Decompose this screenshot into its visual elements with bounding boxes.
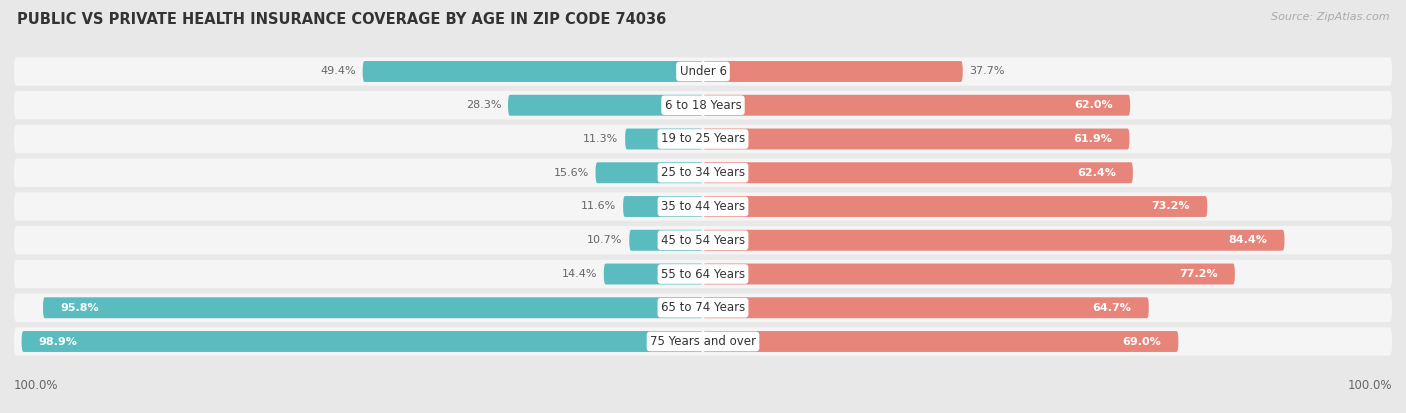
Text: 35 to 44 Years: 35 to 44 Years	[661, 200, 745, 213]
Text: 62.4%: 62.4%	[1077, 168, 1116, 178]
Text: 10.7%: 10.7%	[588, 235, 623, 245]
Text: 75 Years and over: 75 Years and over	[650, 335, 756, 348]
FancyBboxPatch shape	[623, 196, 703, 217]
Text: 100.0%: 100.0%	[14, 379, 59, 392]
Text: 6 to 18 Years: 6 to 18 Years	[665, 99, 741, 112]
Text: 19 to 25 Years: 19 to 25 Years	[661, 133, 745, 145]
Text: 49.4%: 49.4%	[321, 66, 356, 76]
FancyBboxPatch shape	[21, 331, 703, 352]
Text: 15.6%: 15.6%	[554, 168, 589, 178]
Text: 62.0%: 62.0%	[1074, 100, 1114, 110]
Text: Source: ZipAtlas.com: Source: ZipAtlas.com	[1271, 12, 1389, 22]
Text: 64.7%: 64.7%	[1092, 303, 1132, 313]
FancyBboxPatch shape	[703, 230, 1285, 251]
FancyBboxPatch shape	[703, 196, 1208, 217]
Text: 14.4%: 14.4%	[561, 269, 598, 279]
Text: PUBLIC VS PRIVATE HEALTH INSURANCE COVERAGE BY AGE IN ZIP CODE 74036: PUBLIC VS PRIVATE HEALTH INSURANCE COVER…	[17, 12, 666, 27]
FancyBboxPatch shape	[703, 297, 1149, 318]
Text: 61.9%: 61.9%	[1073, 134, 1112, 144]
FancyBboxPatch shape	[626, 128, 703, 150]
FancyBboxPatch shape	[44, 297, 703, 318]
Text: 98.9%: 98.9%	[39, 337, 77, 347]
Text: 65 to 74 Years: 65 to 74 Years	[661, 301, 745, 314]
Text: 37.7%: 37.7%	[970, 66, 1005, 76]
Text: 45 to 54 Years: 45 to 54 Years	[661, 234, 745, 247]
FancyBboxPatch shape	[14, 91, 1392, 119]
Text: 84.4%: 84.4%	[1229, 235, 1267, 245]
FancyBboxPatch shape	[363, 61, 703, 82]
FancyBboxPatch shape	[703, 95, 1130, 116]
FancyBboxPatch shape	[603, 263, 703, 285]
FancyBboxPatch shape	[14, 260, 1392, 288]
FancyBboxPatch shape	[14, 226, 1392, 254]
Text: 55 to 64 Years: 55 to 64 Years	[661, 268, 745, 280]
FancyBboxPatch shape	[703, 61, 963, 82]
FancyBboxPatch shape	[14, 159, 1392, 187]
FancyBboxPatch shape	[703, 331, 1178, 352]
Text: 25 to 34 Years: 25 to 34 Years	[661, 166, 745, 179]
FancyBboxPatch shape	[14, 192, 1392, 221]
Text: 69.0%: 69.0%	[1122, 337, 1161, 347]
Text: 28.3%: 28.3%	[465, 100, 501, 110]
FancyBboxPatch shape	[14, 328, 1392, 356]
FancyBboxPatch shape	[703, 128, 1129, 150]
FancyBboxPatch shape	[14, 294, 1392, 322]
Text: 77.2%: 77.2%	[1180, 269, 1218, 279]
Text: 95.8%: 95.8%	[60, 303, 98, 313]
FancyBboxPatch shape	[508, 95, 703, 116]
FancyBboxPatch shape	[703, 162, 1133, 183]
FancyBboxPatch shape	[703, 263, 1234, 285]
FancyBboxPatch shape	[14, 57, 1392, 85]
FancyBboxPatch shape	[630, 230, 703, 251]
Text: 73.2%: 73.2%	[1152, 202, 1189, 211]
FancyBboxPatch shape	[596, 162, 703, 183]
Text: 11.6%: 11.6%	[581, 202, 616, 211]
Text: 100.0%: 100.0%	[1347, 379, 1392, 392]
FancyBboxPatch shape	[14, 125, 1392, 153]
Text: 11.3%: 11.3%	[583, 134, 619, 144]
Text: Under 6: Under 6	[679, 65, 727, 78]
